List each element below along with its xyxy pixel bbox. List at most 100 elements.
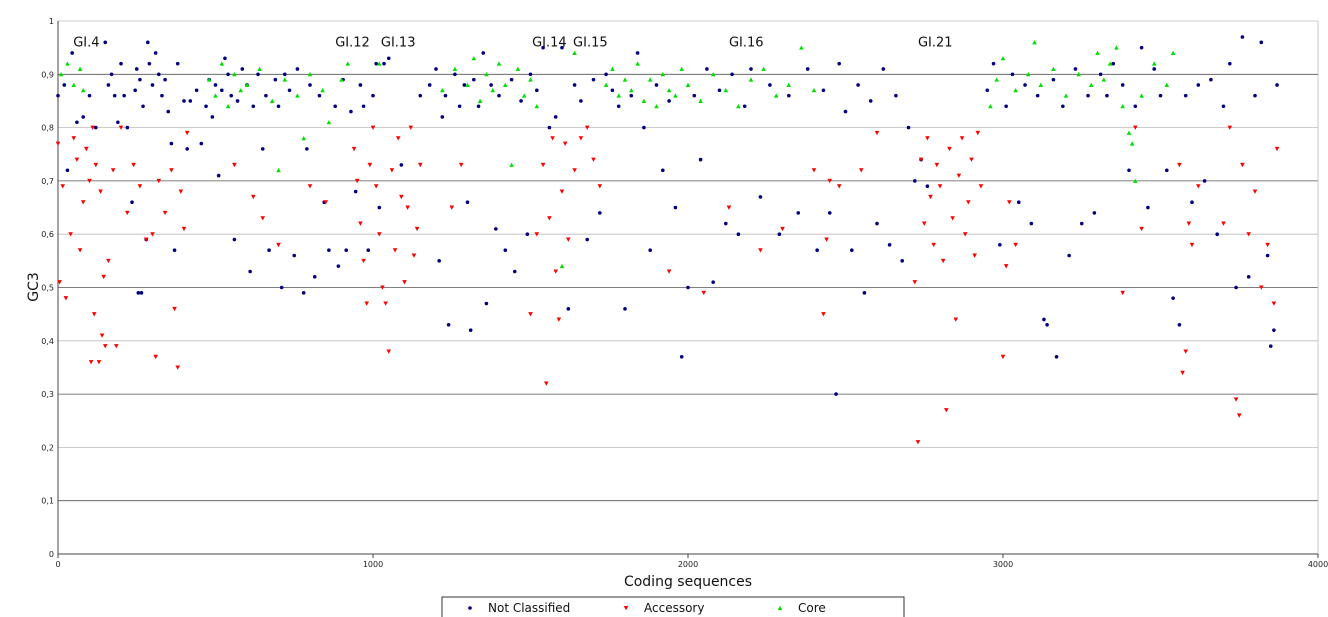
data-point [235, 99, 240, 103]
data-point [1063, 93, 1069, 98]
data-point [742, 104, 747, 109]
data-point [1215, 232, 1219, 236]
series-core [58, 40, 1176, 269]
data-point [550, 136, 555, 141]
data-point [364, 301, 369, 306]
data-point [276, 104, 281, 109]
data-point [642, 125, 646, 130]
data-point [477, 98, 483, 103]
data-point [457, 104, 462, 109]
data-point [56, 93, 60, 98]
data-point [1016, 200, 1021, 205]
data-point [141, 104, 145, 109]
data-point [232, 72, 237, 77]
data-point [1025, 72, 1031, 77]
data-point [417, 162, 423, 168]
data-point [71, 136, 77, 141]
data-point [106, 258, 111, 264]
data-point [210, 115, 215, 119]
data-point [610, 66, 615, 71]
data-point [468, 328, 473, 332]
data-point [353, 189, 358, 194]
data-point [399, 163, 404, 167]
data-point [1170, 50, 1176, 55]
data-point [484, 72, 489, 77]
data-point [1126, 130, 1132, 135]
data-point [374, 61, 378, 66]
legend-box [441, 596, 905, 617]
data-point [377, 205, 382, 210]
data-point [248, 269, 252, 274]
data-point [157, 72, 161, 77]
data-point [629, 93, 634, 98]
data-point [858, 168, 864, 173]
data-point [998, 243, 1002, 247]
data-point [1227, 125, 1233, 130]
data-point [503, 248, 508, 252]
data-point [673, 205, 678, 210]
data-point [1003, 264, 1009, 269]
data-point [153, 354, 158, 360]
data-point [276, 167, 281, 173]
data-point [572, 50, 577, 55]
data-point [1139, 45, 1144, 50]
data-point [462, 83, 467, 87]
data-point [730, 72, 734, 77]
data-point [953, 317, 959, 322]
data-point [220, 88, 224, 93]
data-point [344, 248, 349, 252]
x-tick-label: 2000 [678, 560, 698, 569]
data-point [566, 307, 571, 311]
data-point [84, 146, 89, 152]
data-point [1253, 93, 1257, 98]
data-point [160, 93, 164, 98]
data-point [77, 248, 83, 253]
data-point [749, 67, 753, 71]
data-point [55, 141, 61, 146]
data-point [736, 103, 741, 109]
data-point [414, 226, 420, 232]
data-point [269, 98, 275, 103]
data-point [1190, 200, 1194, 205]
data-point [1139, 226, 1144, 232]
data-point [80, 200, 86, 205]
data-point [534, 232, 540, 237]
data-point [301, 135, 306, 141]
data-point [175, 365, 180, 370]
data-point [962, 232, 968, 237]
data-point [1088, 82, 1094, 87]
data-point [667, 99, 671, 103]
data-point [1240, 35, 1245, 39]
data-point [966, 200, 971, 205]
data-point [118, 125, 124, 130]
data-point [1271, 301, 1277, 306]
data-point [1139, 93, 1144, 98]
data-point [1032, 40, 1037, 45]
data-point [327, 248, 331, 252]
data-point [238, 87, 243, 93]
data-point [1095, 50, 1100, 55]
data-point [116, 120, 120, 125]
data-point [125, 210, 130, 216]
data-point [856, 83, 860, 87]
data-point [773, 93, 779, 98]
island-label: GI.21 [918, 35, 953, 50]
data-point [223, 56, 227, 61]
x-tick-labels: 0 1000 2000 3000 4000 [55, 554, 1328, 569]
data-point [887, 243, 892, 247]
data-point [701, 290, 707, 296]
data-point [654, 83, 659, 87]
data-point [216, 173, 221, 178]
data-point [229, 93, 234, 98]
data-point [540, 162, 546, 168]
legend-label: Core [798, 601, 826, 615]
data-point [528, 77, 533, 82]
data-point [251, 194, 256, 200]
data-point [918, 157, 924, 162]
data-point [1013, 87, 1018, 93]
data-point [673, 93, 678, 98]
data-point [604, 72, 608, 77]
data-point [484, 301, 489, 306]
legend: Not Classified Accessory Core [441, 596, 905, 617]
data-point [307, 184, 313, 189]
